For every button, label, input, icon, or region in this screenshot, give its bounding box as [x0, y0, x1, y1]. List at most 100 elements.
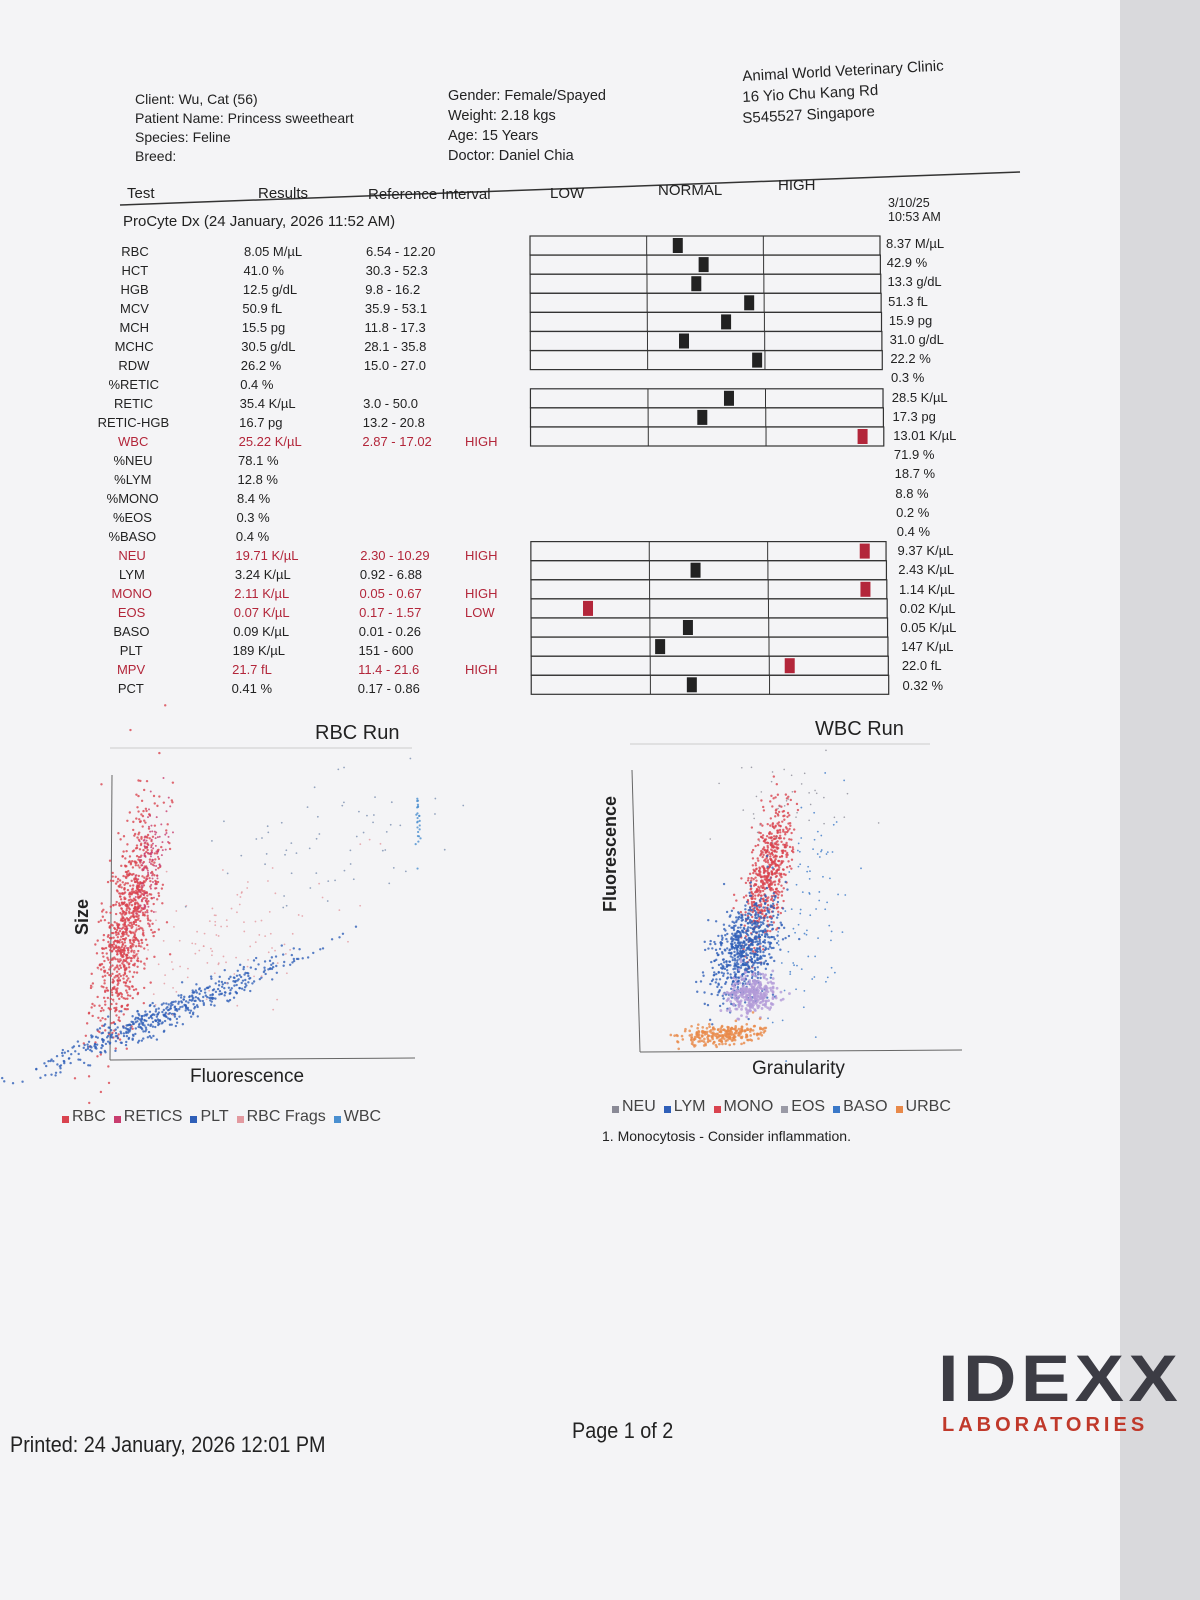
scatter-dot	[172, 968, 174, 971]
scatter-dot	[131, 1015, 134, 1018]
scatter-dot	[113, 920, 116, 924]
scatter-dot	[165, 1007, 168, 1010]
result: 16.7 pg	[239, 415, 283, 430]
scatter-dot	[767, 851, 771, 854]
legend-label: PLT	[200, 1108, 229, 1125]
scatter-dot	[758, 972, 762, 976]
scatter-dot	[156, 880, 160, 884]
scatter-dot	[143, 854, 146, 857]
scatter-dot	[758, 869, 761, 872]
x-axis	[639, 1049, 963, 1053]
scatter-dot	[131, 937, 134, 939]
scatter-dot	[129, 931, 133, 935]
scatter-dot	[175, 910, 178, 912]
scatter-dot	[173, 1012, 176, 1016]
scatter-dot	[771, 888, 775, 891]
previous-result: 1.14 K/µL	[898, 581, 955, 597]
scatter-dot	[91, 1014, 94, 1018]
scatter-dot	[134, 988, 138, 991]
scatter-dot	[126, 1007, 129, 1011]
previous-result: 28.5 K/µL	[891, 389, 948, 405]
scatter-dot	[236, 1004, 239, 1007]
column-header: Test	[127, 185, 155, 202]
scatter-dot	[816, 853, 819, 855]
scatter-dot	[776, 822, 779, 825]
scatter-dot	[126, 843, 129, 846]
scatter-dot	[749, 881, 753, 884]
scatter-dot	[733, 965, 736, 968]
scatter-dot	[745, 952, 748, 955]
scatter-dot	[732, 1002, 736, 1006]
scatter-dot	[714, 981, 718, 984]
scatter-dot	[754, 916, 757, 920]
scatter-dot	[132, 954, 135, 957]
scatter-dot	[765, 854, 769, 858]
scatter-dot	[837, 893, 839, 896]
scatter-dot	[732, 984, 736, 988]
scatter-dot	[137, 1012, 140, 1016]
scatter-dot	[194, 952, 197, 955]
scatter-dot	[833, 971, 836, 974]
scatter-dot	[118, 972, 121, 976]
scatter-dot	[128, 921, 131, 925]
scatter-dot	[129, 924, 132, 927]
scatter-dot	[735, 982, 739, 986]
scatter-dot	[150, 909, 153, 913]
scatter-dot	[720, 971, 723, 974]
scatter-dot	[769, 824, 772, 827]
scatter-dot	[175, 1017, 179, 1021]
flag: HIGH	[465, 548, 498, 563]
scatter-dot	[409, 757, 412, 760]
scatter-dot	[722, 997, 725, 1000]
scatter-dot	[703, 948, 707, 952]
scatter-dot	[120, 1005, 123, 1009]
scatter-dot	[758, 1026, 762, 1030]
scatter-dot	[763, 1029, 767, 1033]
scatter-dot	[134, 880, 137, 884]
scatter-dot	[109, 1007, 112, 1011]
scatter-dot	[321, 947, 325, 950]
scatter-dot	[151, 1013, 155, 1016]
scatter-dot	[745, 1023, 749, 1026]
scatter-dot	[152, 794, 156, 798]
scatter-dot	[235, 956, 237, 959]
scatter-dot	[161, 902, 164, 905]
scatter-dot	[123, 897, 126, 901]
scatter-dot	[114, 882, 118, 885]
scatter-dot	[186, 976, 189, 979]
scatter-dot	[721, 994, 724, 998]
previous-result: 13.01 K/µL	[893, 428, 957, 443]
scatter-dot	[136, 1041, 140, 1044]
scatter-dot	[756, 995, 760, 998]
scatter-dot	[774, 811, 778, 815]
scatter-dot	[153, 874, 156, 877]
scatter-dot	[143, 947, 146, 950]
scatter-dot	[240, 981, 243, 985]
client-info: Patient Name: Princess sweetheart	[135, 110, 354, 126]
scatter-dot	[106, 971, 109, 975]
scatter-dot	[169, 1004, 173, 1008]
scatter-dot	[131, 1020, 135, 1024]
scatter-dot	[73, 1077, 77, 1080]
test-name: %BASO	[108, 529, 157, 544]
scatter-dot	[739, 944, 742, 947]
scatter-dot	[107, 1031, 110, 1035]
scatter-dot	[790, 774, 793, 777]
scatter-dot	[100, 910, 104, 913]
scatter-dot	[211, 840, 213, 842]
scatter-dot	[119, 892, 122, 895]
scatter-dot	[416, 803, 420, 806]
scatter-dot	[110, 1033, 114, 1036]
scatter-dot	[818, 856, 821, 858]
scatter-dot	[132, 1022, 136, 1026]
test-name: %LYM	[114, 472, 152, 487]
scatter-dot	[759, 1031, 763, 1034]
scatter-dot	[813, 838, 816, 841]
scatter-dot	[136, 991, 140, 995]
scatter-dot	[135, 793, 138, 796]
gauge-marker	[752, 352, 763, 368]
scatter-dot	[89, 984, 93, 988]
scatter-dot	[734, 997, 737, 1001]
scatter-dot	[739, 910, 743, 914]
scatter-dot	[129, 1026, 132, 1030]
